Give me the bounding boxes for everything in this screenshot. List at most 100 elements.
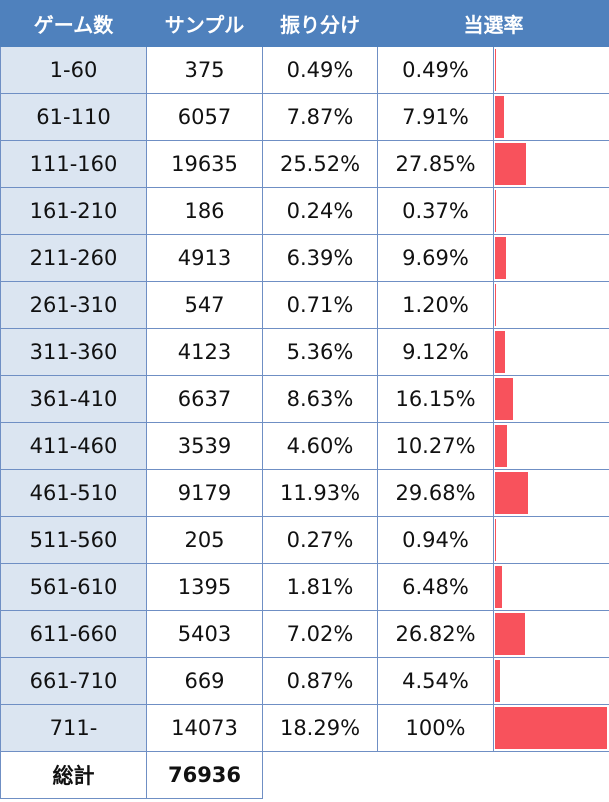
samples-cell: 6057 (146, 93, 263, 141)
bar-cell (493, 657, 609, 705)
hit-rate-bar (495, 519, 496, 561)
range-cell: 311-360 (0, 328, 147, 376)
hit-rate-bar (495, 613, 525, 655)
header-games: ゲーム数 (0, 0, 147, 47)
table-row: 1-60 375 0.49% 0.49% (0, 46, 609, 94)
table-row: 61-110 6057 7.87% 7.91% (0, 93, 609, 141)
allocation-cell: 5.36% (262, 328, 378, 376)
range-cell: 111-160 (0, 140, 147, 188)
table-row: 361-410 6637 8.63% 16.15% (0, 375, 609, 423)
bar-cell (493, 563, 609, 611)
allocation-cell: 7.87% (262, 93, 378, 141)
range-cell: 661-710 (0, 657, 147, 705)
bar-cell (493, 46, 609, 94)
hit-rate-cell: 9.69% (377, 234, 494, 282)
hit-rate-cell: 9.12% (377, 328, 494, 376)
allocation-cell: 0.27% (262, 516, 378, 564)
header-allocation: 振り分け (262, 0, 378, 47)
hit-rate-bar (495, 331, 505, 373)
blank-cell (493, 751, 609, 799)
hit-rate-cell: 6.48% (377, 563, 494, 611)
allocation-cell: 4.60% (262, 422, 378, 470)
table-row: 661-710 669 0.87% 4.54% (0, 657, 609, 705)
hit-rate-bar (495, 237, 506, 279)
samples-cell: 19635 (146, 140, 263, 188)
samples-cell: 205 (146, 516, 263, 564)
hit-rate-cell: 1.20% (377, 281, 494, 329)
allocation-cell: 0.24% (262, 187, 378, 235)
blank-cell (262, 751, 378, 799)
table-row: 411-460 3539 4.60% 10.27% (0, 422, 609, 470)
table-row: 711- 14073 18.29% 100% (0, 704, 609, 752)
range-cell: 1-60 (0, 46, 147, 94)
hit-rate-bar (495, 566, 502, 608)
range-cell: 361-410 (0, 375, 147, 423)
samples-cell: 1395 (146, 563, 263, 611)
total-row: 総計 76936 (0, 751, 609, 799)
table-row: 611-660 5403 7.02% 26.82% (0, 610, 609, 658)
hit-rate-cell: 29.68% (377, 469, 494, 517)
hit-rate-cell: 4.54% (377, 657, 494, 705)
header-hit-rate: 当選率 (377, 0, 609, 47)
table-row: 261-310 547 0.71% 1.20% (0, 281, 609, 329)
hit-rate-bar (495, 284, 496, 326)
table-row: 161-210 186 0.24% 0.37% (0, 187, 609, 235)
range-cell: 411-460 (0, 422, 147, 470)
allocation-cell: 1.81% (262, 563, 378, 611)
hit-rate-bar (495, 707, 607, 749)
allocation-cell: 7.02% (262, 610, 378, 658)
samples-cell: 4123 (146, 328, 263, 376)
bar-cell (493, 610, 609, 658)
bar-cell (493, 704, 609, 752)
range-cell: 261-310 (0, 281, 147, 329)
samples-cell: 375 (146, 46, 263, 94)
hit-rate-bar (495, 378, 513, 420)
range-cell: 511-560 (0, 516, 147, 564)
bar-cell (493, 234, 609, 282)
range-cell: 161-210 (0, 187, 147, 235)
bar-cell (493, 93, 609, 141)
samples-cell: 186 (146, 187, 263, 235)
bar-cell (493, 328, 609, 376)
bar-cell (493, 375, 609, 423)
samples-cell: 547 (146, 281, 263, 329)
table-row: 511-560 205 0.27% 0.94% (0, 516, 609, 564)
hit-rate-bar (495, 49, 496, 91)
total-label: 総計 (0, 751, 147, 799)
hit-rate-cell: 10.27% (377, 422, 494, 470)
table-row: 461-510 9179 11.93% 29.68% (0, 469, 609, 517)
hit-rate-bar (495, 472, 528, 514)
samples-cell: 5403 (146, 610, 263, 658)
table-body: 1-60 375 0.49% 0.49% 61-110 6057 7.87% 7.91% 111… (0, 46, 609, 752)
blank-cell (377, 751, 494, 799)
allocation-cell: 11.93% (262, 469, 378, 517)
hit-rate-bar (495, 425, 507, 467)
table-row: 561-610 1395 1.81% 6.48% (0, 563, 609, 611)
hit-rate-bar (495, 660, 500, 702)
bar-cell (493, 422, 609, 470)
allocation-cell: 0.71% (262, 281, 378, 329)
allocation-cell: 0.49% (262, 46, 378, 94)
allocation-cell: 25.52% (262, 140, 378, 188)
range-cell: 611-660 (0, 610, 147, 658)
samples-cell: 669 (146, 657, 263, 705)
header-row: ゲーム数 サンプル 振り分け 当選率 (0, 0, 609, 47)
hit-rate-bar (495, 96, 504, 138)
samples-cell: 9179 (146, 469, 263, 517)
samples-cell: 4913 (146, 234, 263, 282)
range-cell: 561-610 (0, 563, 147, 611)
hit-rate-cell: 26.82% (377, 610, 494, 658)
hit-rate-cell: 27.85% (377, 140, 494, 188)
hit-rate-cell: 7.91% (377, 93, 494, 141)
range-cell: 61-110 (0, 93, 147, 141)
range-cell: 711- (0, 704, 147, 752)
table-row: 111-160 19635 25.52% 27.85% (0, 140, 609, 188)
hit-rate-bar (495, 143, 526, 185)
allocation-cell: 8.63% (262, 375, 378, 423)
hit-rate-cell: 0.94% (377, 516, 494, 564)
hit-rate-cell: 0.37% (377, 187, 494, 235)
bar-cell (493, 469, 609, 517)
allocation-cell: 6.39% (262, 234, 378, 282)
hit-rate-bar (495, 190, 496, 232)
